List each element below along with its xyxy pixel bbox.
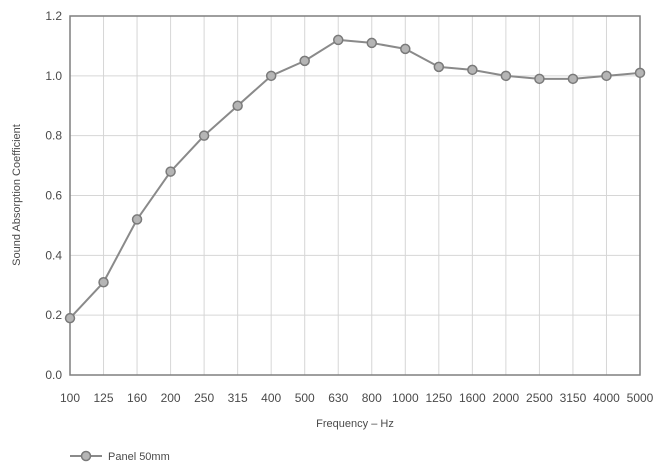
data-point — [500, 70, 512, 82]
y-tick-label: 0.6 — [45, 189, 62, 203]
data-point — [198, 130, 210, 141]
x-tick-label: 315 — [228, 391, 248, 405]
series-line — [69, 38, 641, 319]
data-point — [299, 55, 310, 67]
data-point — [366, 37, 378, 49]
y-axis-title: Sound Absorption Coefficient — [11, 124, 23, 266]
data-point — [433, 61, 445, 73]
y-tick-label: 0.0 — [45, 368, 62, 382]
data-point — [165, 166, 176, 177]
data-point — [232, 100, 243, 111]
data-point — [634, 67, 646, 79]
y-tick-label: 0.4 — [45, 248, 62, 262]
data-point — [64, 312, 76, 324]
data-point — [131, 214, 143, 225]
x-tick-labels: 100 125 160 200 250 315 400 500 630 800 1000 1250 16… — [60, 391, 654, 405]
data-point — [567, 73, 579, 85]
y-tick-label: 0.2 — [45, 308, 62, 322]
x-tick-label: 3150 — [560, 391, 587, 405]
x-tick-label: 4000 — [593, 391, 620, 405]
data-point — [601, 70, 612, 82]
legend-label: Panel 50mm — [108, 451, 170, 463]
data-point — [400, 43, 411, 55]
grid-layer — [69, 15, 641, 376]
x-tick-label: 1000 — [392, 391, 419, 405]
data-point — [467, 64, 478, 76]
y-tick-label: 1.0 — [45, 69, 62, 83]
data-point — [265, 70, 277, 82]
x-tick-label: 630 — [328, 391, 348, 405]
y-tick-label: 1.2 — [45, 9, 62, 23]
x-tick-label: 500 — [295, 391, 315, 405]
x-axis-title: Frequency – Hz — [316, 418, 394, 430]
x-tick-label: 250 — [194, 391, 214, 405]
y-tick-label: 0.8 — [45, 129, 62, 143]
data-point — [332, 34, 344, 46]
x-tick-label: 160 — [127, 391, 147, 405]
data-point — [534, 73, 545, 85]
x-tick-label: 100 — [60, 391, 80, 405]
legend-marker-swatch — [80, 450, 92, 462]
x-tick-label: 2000 — [493, 391, 520, 405]
data-point — [98, 277, 109, 288]
x-tick-label: 400 — [261, 391, 281, 405]
series-layer — [64, 34, 646, 324]
x-tick-label: 2500 — [526, 391, 553, 405]
legend: Panel 50mm — [70, 450, 170, 463]
y-tick-labels: 0.0 0.2 0.4 0.6 0.8 1.0 1.2 — [45, 9, 62, 382]
x-tick-label: 5000 — [627, 391, 654, 405]
x-tick-label: 200 — [161, 391, 181, 405]
x-tick-label: 1250 — [425, 391, 452, 405]
x-tick-label: 800 — [362, 391, 382, 405]
plot-frame — [69, 15, 641, 376]
x-tick-label: 125 — [94, 391, 114, 405]
x-tick-label: 1600 — [459, 391, 486, 405]
